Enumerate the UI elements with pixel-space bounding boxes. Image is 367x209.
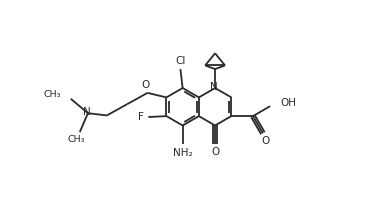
Text: N: N bbox=[83, 107, 91, 117]
Text: CH₃: CH₃ bbox=[43, 90, 61, 99]
Text: N: N bbox=[210, 82, 218, 92]
Text: O: O bbox=[261, 136, 269, 146]
Text: Cl: Cl bbox=[175, 56, 186, 66]
Text: F: F bbox=[138, 112, 144, 122]
Text: O: O bbox=[141, 80, 149, 90]
Text: O: O bbox=[211, 147, 219, 157]
Text: CH₃: CH₃ bbox=[68, 135, 85, 144]
Text: NH₂: NH₂ bbox=[173, 148, 192, 158]
Text: OH: OH bbox=[280, 98, 296, 108]
